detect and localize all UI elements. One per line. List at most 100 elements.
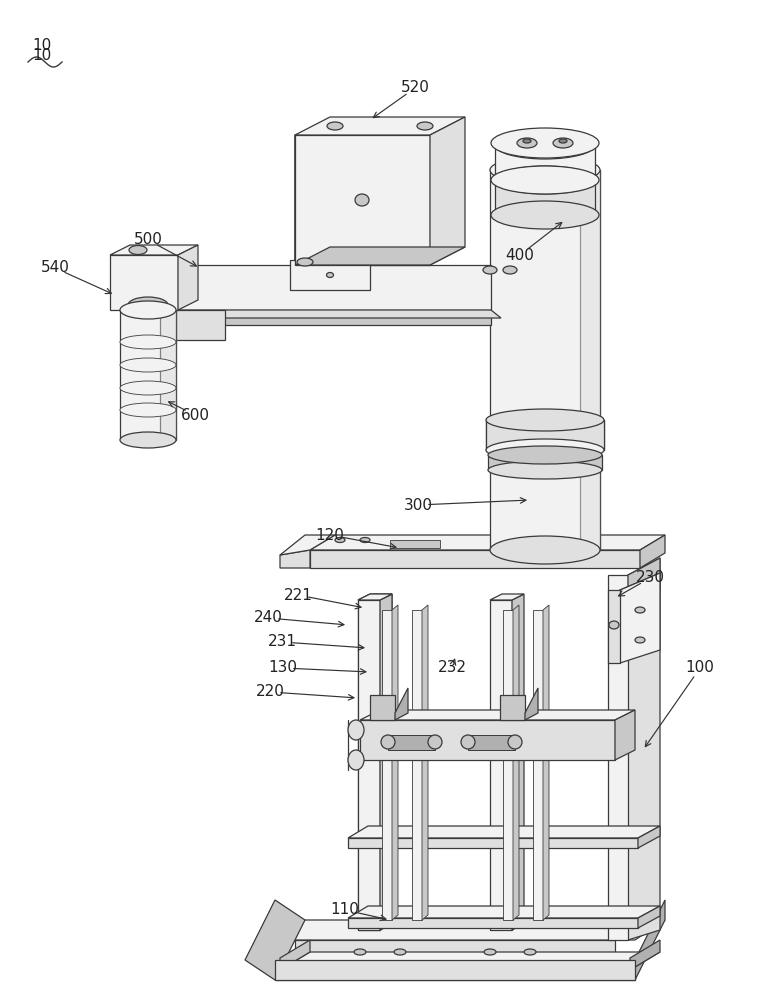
Polygon shape [390,540,440,548]
Ellipse shape [488,461,602,479]
Polygon shape [533,610,543,920]
Polygon shape [382,610,392,920]
Polygon shape [178,245,198,310]
Polygon shape [165,310,491,325]
Ellipse shape [354,949,366,955]
Ellipse shape [120,403,176,417]
Polygon shape [638,826,660,848]
Ellipse shape [486,409,604,431]
Polygon shape [580,170,600,550]
Polygon shape [512,594,524,930]
Ellipse shape [508,735,522,749]
Ellipse shape [128,297,168,313]
Polygon shape [165,310,225,340]
Ellipse shape [609,621,619,629]
Polygon shape [120,310,176,440]
Polygon shape [495,180,595,215]
Polygon shape [490,600,512,930]
Text: 600: 600 [181,408,210,422]
Ellipse shape [129,245,147,254]
Polygon shape [280,940,310,970]
Ellipse shape [348,720,364,740]
Text: 230: 230 [636,570,664,585]
Polygon shape [280,550,310,568]
Polygon shape [490,170,600,550]
Polygon shape [543,605,549,920]
Polygon shape [310,550,640,568]
Text: 10: 10 [33,37,52,52]
Text: 130: 130 [268,660,297,676]
Ellipse shape [381,735,395,749]
Ellipse shape [348,750,364,770]
Polygon shape [290,260,370,290]
Ellipse shape [297,258,313,266]
Polygon shape [615,710,635,760]
Polygon shape [358,600,380,930]
Polygon shape [275,920,665,940]
Ellipse shape [327,272,334,277]
Polygon shape [348,826,660,838]
Text: 231: 231 [268,635,296,650]
Ellipse shape [120,381,176,395]
Polygon shape [360,720,615,760]
Polygon shape [358,594,392,600]
Polygon shape [392,605,398,920]
Ellipse shape [495,166,595,194]
Text: 220: 220 [255,684,285,700]
Polygon shape [160,310,176,440]
Ellipse shape [461,735,475,749]
Text: 520: 520 [400,81,429,96]
Polygon shape [295,940,615,960]
Polygon shape [348,838,638,848]
Ellipse shape [490,536,600,564]
Text: 240: 240 [254,610,282,626]
Ellipse shape [355,194,369,206]
Polygon shape [360,710,635,720]
Ellipse shape [491,128,599,158]
Polygon shape [620,573,660,605]
Polygon shape [110,245,198,255]
Polygon shape [275,960,635,980]
Polygon shape [310,535,665,550]
Polygon shape [295,117,465,135]
Polygon shape [608,575,628,940]
Ellipse shape [488,446,602,464]
Polygon shape [165,265,491,310]
Polygon shape [388,735,435,750]
Text: 120: 120 [316,528,345,542]
Ellipse shape [486,439,604,461]
Text: 110: 110 [331,902,359,918]
Polygon shape [380,594,392,930]
Polygon shape [525,688,538,720]
Polygon shape [490,594,524,600]
Ellipse shape [327,122,343,130]
Polygon shape [380,594,392,930]
Polygon shape [412,610,422,920]
Polygon shape [513,605,519,920]
Polygon shape [370,695,395,720]
Ellipse shape [503,266,517,274]
Polygon shape [618,594,652,600]
Text: 10: 10 [33,47,52,62]
Ellipse shape [394,949,406,955]
Polygon shape [358,594,392,600]
Polygon shape [358,600,380,930]
Ellipse shape [553,138,573,148]
Polygon shape [280,952,660,970]
Polygon shape [640,535,665,568]
Ellipse shape [635,637,645,643]
Ellipse shape [523,139,531,143]
Ellipse shape [491,166,599,194]
Ellipse shape [635,607,645,613]
Polygon shape [640,594,652,930]
Polygon shape [110,255,178,310]
Text: 500: 500 [133,232,162,247]
Ellipse shape [417,122,433,130]
Polygon shape [495,145,595,180]
Ellipse shape [120,358,176,372]
Polygon shape [422,605,428,920]
Text: 221: 221 [283,587,313,602]
Polygon shape [635,900,665,980]
Ellipse shape [484,949,496,955]
Polygon shape [486,420,604,450]
